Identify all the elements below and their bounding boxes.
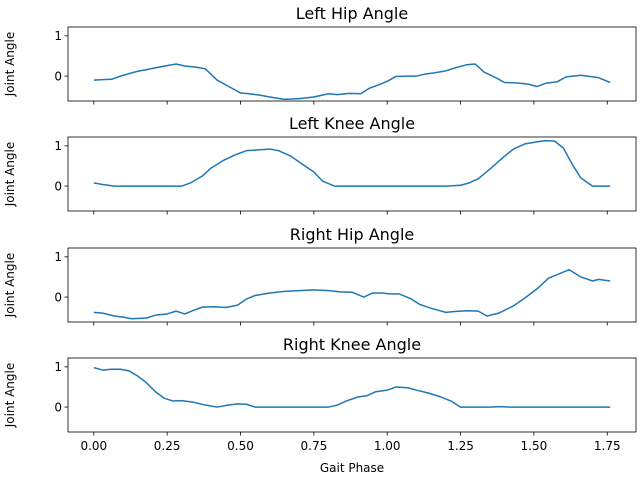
subplot-title: Left Hip Angle	[296, 4, 408, 23]
y-tick-label: 1	[54, 29, 62, 43]
series-line	[93, 268, 611, 320]
y-axis-label: Joint Angle	[3, 253, 17, 319]
y-axis-label: Joint Angle	[3, 32, 17, 98]
subplot-1: Left Hip Angle Joint Angle 0 1	[3, 4, 637, 105]
subplot-title: Left Knee Angle	[289, 114, 415, 133]
subplot-title: Right Knee Angle	[283, 335, 421, 354]
x-tick-label: 1.00	[374, 439, 401, 453]
series-line	[93, 366, 611, 408]
y-tick-label: 1	[54, 139, 62, 153]
x-tick-label: 0.75	[301, 439, 328, 453]
y-axis-label: Joint Angle	[3, 363, 17, 429]
axes-frame	[67, 247, 637, 323]
y-tick-label: 0	[54, 69, 62, 83]
subplot-4: Right Knee Angle Joint Angle 0 1 0.00 0.25 0.5…	[3, 335, 637, 475]
y-tick-label: 1	[54, 360, 62, 374]
y-tick-label: 1	[54, 250, 62, 264]
x-tick-label: 0.25	[154, 439, 181, 453]
subplot-2: Left Knee Angle Joint Angle 0 1	[3, 114, 637, 215]
series-line	[93, 63, 611, 101]
x-tick-label: 1.25	[447, 439, 474, 453]
series-line	[93, 139, 611, 187]
axes-frame	[67, 136, 637, 212]
x-axis-label: Gait Phase	[320, 461, 384, 475]
axes-frame	[67, 357, 637, 433]
axes-frame	[67, 26, 637, 102]
x-tick-label: 0.00	[80, 439, 107, 453]
x-tick-label: 1.50	[521, 439, 548, 453]
x-tick-label: 1.75	[594, 439, 621, 453]
x-tick-label: 0.50	[227, 439, 254, 453]
subplot-title: Right Hip Angle	[290, 225, 414, 244]
y-tick-label: 0	[54, 400, 62, 414]
y-tick-label: 0	[54, 290, 62, 304]
y-axis-label: Joint Angle	[3, 142, 17, 208]
y-tick-label: 0	[54, 179, 62, 193]
subplot-3: Right Hip Angle Joint Angle 0 1	[3, 225, 637, 326]
